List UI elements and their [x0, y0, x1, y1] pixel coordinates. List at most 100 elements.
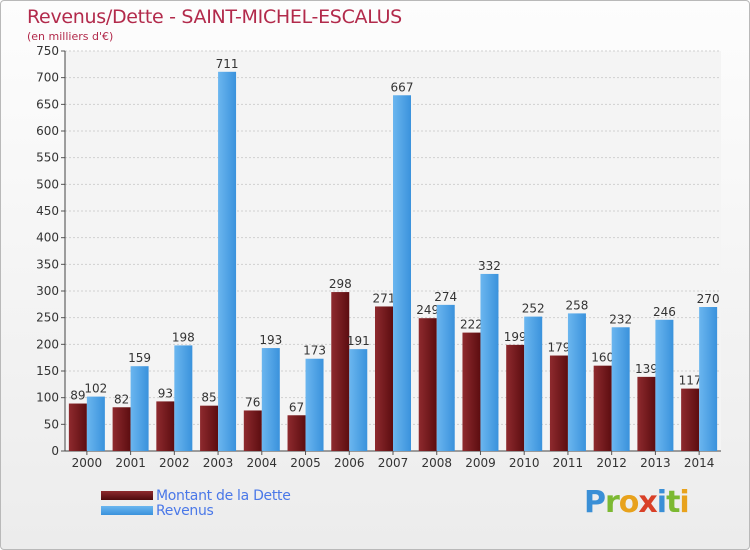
- y-tick-label: 50: [44, 417, 59, 431]
- y-tick-label: 150: [36, 364, 59, 378]
- data-label: 270: [697, 292, 720, 306]
- chart-title: Revenus/Dette - SAINT-MICHEL-ESCALUS: [27, 6, 402, 28]
- bar-revenus: [130, 366, 149, 451]
- y-tick-label: 450: [36, 204, 59, 218]
- x-tick-label: 2007: [378, 456, 409, 470]
- data-label: 199: [504, 330, 527, 344]
- bar-revenus: [655, 319, 674, 451]
- y-tick-label: 400: [36, 231, 59, 245]
- data-label: 160: [591, 351, 614, 365]
- bar-dette: [637, 376, 656, 451]
- legend-item-revenus: Revenus: [101, 502, 291, 519]
- data-label: 93: [158, 386, 173, 400]
- y-tick-label: 0: [51, 444, 59, 458]
- x-tick-label: 2011: [553, 456, 584, 470]
- data-label: 198: [172, 330, 195, 344]
- bar-revenus: [699, 307, 718, 451]
- bar-dette: [200, 405, 219, 451]
- data-label: 711: [216, 57, 239, 71]
- legend-swatch-dette: [101, 491, 153, 500]
- bar-revenus: [305, 358, 324, 451]
- data-label: 252: [522, 302, 545, 316]
- data-label: 258: [565, 298, 588, 312]
- legend-item-dette: Montant de la Dette: [101, 487, 291, 504]
- data-label: 274: [434, 290, 457, 304]
- data-label: 232: [609, 312, 632, 326]
- x-tick-label: 2004: [247, 456, 278, 470]
- legend-label-revenus: Revenus: [156, 502, 214, 519]
- proxiti-logo: Proxiti: [584, 485, 690, 520]
- data-label: 667: [391, 80, 414, 94]
- bar-revenus: [524, 316, 543, 451]
- data-label: 298: [329, 277, 352, 291]
- y-tick-label: 750: [36, 44, 59, 58]
- bar-revenus: [86, 396, 105, 451]
- y-tick-label: 250: [36, 311, 59, 325]
- x-tick-label: 2001: [115, 456, 146, 470]
- x-tick-label: 2014: [684, 456, 715, 470]
- bar-dette: [375, 306, 393, 451]
- data-label: 139: [635, 362, 658, 376]
- x-tick-label: 2010: [509, 456, 540, 470]
- data-label: 193: [259, 333, 282, 347]
- bar-dette: [68, 403, 87, 451]
- y-tick-label: 550: [36, 151, 59, 165]
- bar-dette: [418, 318, 437, 451]
- y-tick-label: 350: [36, 257, 59, 271]
- logo-letter: i: [656, 485, 667, 520]
- data-label: 246: [653, 305, 676, 319]
- y-tick-label: 300: [36, 284, 59, 298]
- bar-dette: [243, 410, 262, 451]
- x-tick-label: 2003: [203, 456, 234, 470]
- x-tick-label: 2005: [290, 456, 321, 470]
- bar-revenus: [480, 273, 499, 451]
- logo-letter: t: [666, 485, 680, 520]
- y-tick-label: 650: [36, 97, 59, 111]
- bar-dette: [593, 365, 612, 451]
- bar-dette: [549, 355, 568, 451]
- x-tick-label: 2006: [334, 456, 365, 470]
- bar-dette: [287, 415, 306, 451]
- y-tick-label: 200: [36, 337, 59, 351]
- x-tick-label: 2012: [596, 456, 627, 470]
- logo-letter: x: [638, 485, 657, 520]
- data-label: 332: [478, 259, 501, 273]
- data-label: 102: [84, 382, 107, 396]
- data-label: 76: [245, 395, 260, 409]
- data-label: 179: [547, 341, 570, 355]
- data-label: 173: [303, 344, 326, 358]
- bar-chart: 0 50 100 150 200 250 300 350 400 450 500 550 600 650 7…: [36, 44, 721, 470]
- x-tick-label: 2002: [159, 456, 190, 470]
- legend: Montant de la Dette Revenus: [101, 487, 291, 519]
- bar-revenus: [436, 304, 455, 451]
- data-label: 85: [201, 391, 216, 405]
- x-tick-label: 2000: [72, 456, 103, 470]
- logo-letter: P: [584, 485, 606, 520]
- y-tick-label: 700: [36, 71, 59, 85]
- x-tick-label: 2008: [421, 456, 452, 470]
- data-label: 271: [373, 291, 396, 305]
- bar-revenus: [174, 345, 193, 451]
- bar-revenus: [393, 95, 411, 452]
- x-tick-label: 2009: [465, 456, 496, 470]
- logo-letter: o: [618, 485, 640, 520]
- logo-letter: i: [679, 485, 689, 520]
- legend-swatch-revenus: [101, 506, 153, 515]
- legend-label-dette: Montant de la Dette: [156, 487, 291, 504]
- data-label: 191: [347, 334, 370, 348]
- y-tick-label: 600: [36, 124, 59, 138]
- bar-revenus: [218, 71, 237, 452]
- bar-dette: [506, 344, 525, 451]
- bar-dette: [331, 292, 350, 451]
- bar-dette: [112, 407, 131, 451]
- bar-dette: [156, 401, 175, 451]
- data-label: 249: [416, 303, 439, 317]
- chart-subtitle: (en milliers d'€): [27, 30, 114, 43]
- data-label: 67: [289, 400, 304, 414]
- bar-dette: [681, 388, 700, 451]
- logo-letter: r: [605, 485, 620, 520]
- data-label: 159: [128, 351, 151, 365]
- data-label: 222: [460, 318, 483, 332]
- data-label: 117: [679, 374, 702, 388]
